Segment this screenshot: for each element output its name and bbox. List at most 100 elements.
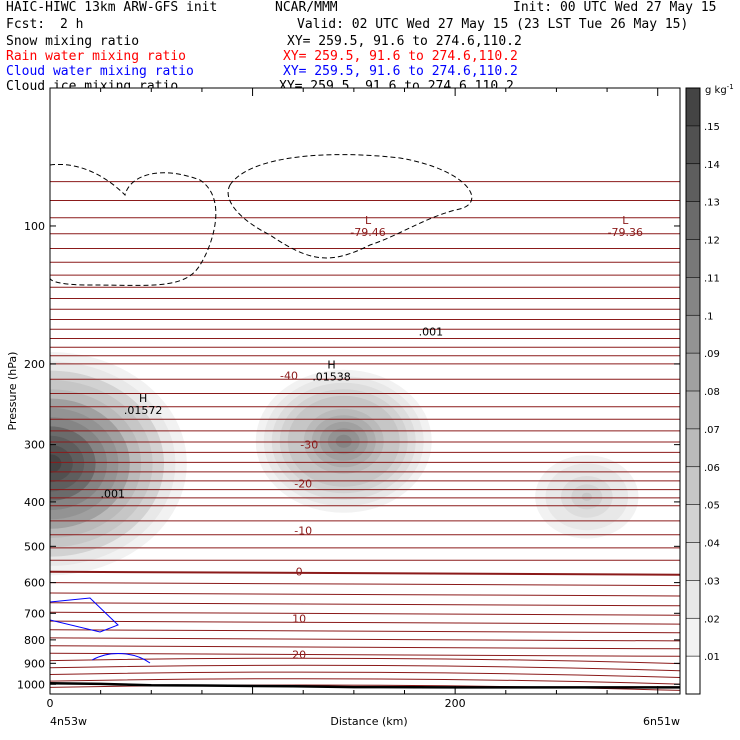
- colorbar-swatch: [686, 163, 700, 202]
- isotherm-line: [50, 671, 680, 678]
- y-tick-label: 600: [24, 577, 45, 590]
- snow-shade-level: [50, 454, 62, 473]
- isotherm-line: [50, 338, 680, 340]
- y-tick-label: 800: [24, 634, 45, 647]
- colorbar-swatch: [686, 466, 700, 505]
- cloud-ice-contour: [50, 163, 217, 286]
- isotherm-line: [50, 393, 680, 395]
- y-tick-label: 900: [24, 657, 45, 670]
- field-cloud-water-xy: XY= 259.5, 91.6 to 274.6,110.2: [283, 64, 518, 79]
- cloud-water-contour: [91, 653, 151, 664]
- colorbar-label: .13: [704, 198, 720, 209]
- colorbar-swatch: [686, 125, 700, 164]
- cloud-water-contour: [50, 597, 119, 633]
- field-rain-name: Rain water mixing ratio: [6, 49, 187, 64]
- x-right-end-label: 6n51w: [643, 715, 680, 728]
- extremum-letter: H: [139, 392, 147, 405]
- plot-frame: [49, 87, 681, 695]
- isotherm-line: [50, 355, 680, 357]
- colorbar-unit: g kg-1: [705, 83, 734, 96]
- isotherm-line: [50, 471, 680, 473]
- y-tick-label: 1000: [17, 678, 45, 691]
- isotherm-line: [50, 547, 680, 549]
- isotherm-line: [50, 233, 680, 235]
- field-cloud-water-name: Cloud water mixing ratio: [6, 64, 194, 79]
- colorbar: .01 .02 .03 .04 .05 .06 .07 .08 .09 .1 .11 .12 .13 .1…: [685, 87, 720, 695]
- colorbar-label: .09: [704, 349, 720, 360]
- colorbar-swatch: [686, 428, 700, 467]
- snow-shading: [50, 352, 639, 576]
- y-tick-label: 500: [24, 540, 45, 553]
- snow-shade-level: [581, 492, 592, 502]
- colorbar-swatch: [686, 618, 700, 657]
- isotherm-line: [50, 451, 680, 454]
- colorbar-label: .15: [704, 122, 720, 133]
- title-left: HAIC-HIWC 13km ARW-GFS init: [6, 0, 218, 15]
- isotherm-line: [50, 534, 680, 536]
- isotherm-label: 10: [292, 612, 306, 625]
- colorbar-label: .14: [704, 160, 720, 171]
- isotherm-line: [50, 602, 680, 607]
- isotherm-line: [50, 217, 680, 219]
- cloud-ice-contours: [50, 154, 473, 286]
- init-time: Init: 00 UTC Wed 27 May 15: [513, 0, 717, 15]
- cloud-ice-label: .001: [419, 326, 444, 339]
- isotherm-line: [50, 629, 680, 634]
- isotherm-label: 20: [292, 648, 306, 661]
- x-tick-label: 200: [445, 697, 466, 710]
- cloud-ice-label: .001: [101, 487, 126, 500]
- isotherm-line: [50, 200, 680, 202]
- terrain-line: [50, 682, 680, 689]
- isotherm-line: [50, 620, 680, 625]
- colorbar-label: .05: [704, 501, 720, 512]
- colorbar-label: .03: [704, 576, 720, 587]
- y-tick-label: 300: [24, 439, 45, 452]
- isotherm-label: -20: [294, 478, 312, 491]
- isotherm-line: [50, 181, 680, 183]
- extremum-value: -79.36: [608, 226, 643, 239]
- temperature-contours: [50, 181, 680, 691]
- isotherm-line: [50, 261, 680, 264]
- x-axis-label: Distance (km): [330, 715, 407, 728]
- isotherm-line: [50, 664, 680, 672]
- isotherm-line: [50, 582, 680, 587]
- colorbar-label: .08: [704, 387, 720, 398]
- isotherm-line: [50, 480, 680, 482]
- extremum-value: .01572: [124, 404, 163, 417]
- isotherm-line: [50, 363, 680, 365]
- colorbar-label: .04: [704, 539, 720, 550]
- isotherm-line: [50, 657, 680, 665]
- title-center: NCAR/MMM: [275, 0, 338, 15]
- cloud-water-contours: [50, 597, 151, 664]
- isotherm-line: [50, 328, 680, 331]
- extremum-value: .01538: [312, 370, 351, 383]
- isotherm-line: [50, 430, 680, 432]
- colorbar-swatch: [686, 88, 700, 126]
- colorbar-swatch: [686, 201, 700, 240]
- isotherm-line: [50, 489, 680, 491]
- colorbar-swatch: [686, 315, 700, 354]
- valid-time: Valid: 02 UTC Wed 27 May 15 (23 LST Tue …: [297, 17, 689, 32]
- isotherm-line: [50, 570, 680, 576]
- isotherm-line: [50, 286, 680, 289]
- isotherm-line: [50, 461, 680, 464]
- isotherm-line: [50, 559, 680, 562]
- extremum-letter: L: [365, 214, 372, 227]
- field-snow-name: Snow mixing ratio: [6, 34, 140, 49]
- isotherm-line: [50, 418, 680, 421]
- isotherm-line: [50, 611, 680, 616]
- isotherm-line: [50, 520, 680, 522]
- field-rain-xy: XY= 259.5, 91.6 to 274.6,110.2: [283, 49, 518, 64]
- colorbar-swatch: [686, 391, 700, 429]
- snow-shade-level: [335, 434, 352, 448]
- x-left-end-label: 4n53w: [50, 715, 87, 728]
- isotherm-line: [50, 346, 680, 349]
- y-tick-label: 700: [24, 607, 45, 620]
- x-tick-label: 0: [47, 697, 54, 710]
- colorbar-swatch: [686, 277, 700, 316]
- colorbar-swatch: [686, 580, 700, 619]
- y-axis-label: Pressure (hPa): [6, 352, 19, 431]
- isotherm-line: [50, 406, 680, 408]
